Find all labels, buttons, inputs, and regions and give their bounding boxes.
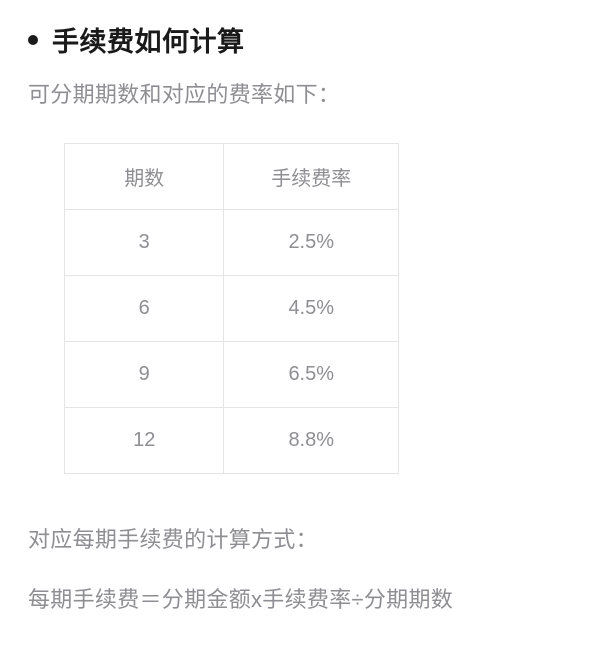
cell-periods: 3 (65, 210, 224, 276)
fee-table-wrap: 期数 手续费率 3 2.5% 6 4.5% 9 6.5% 12 8.8% (28, 143, 572, 474)
table-header-row: 期数 手续费率 (65, 144, 399, 210)
table-row: 9 6.5% (65, 342, 399, 408)
cell-rate: 6.5% (224, 342, 399, 408)
table-row: 3 2.5% (65, 210, 399, 276)
table-row: 12 8.8% (65, 408, 399, 474)
heading-row: 手续费如何计算 (28, 20, 572, 59)
bullet-icon (28, 35, 38, 45)
table-row: 6 4.5% (65, 276, 399, 342)
cell-periods: 12 (65, 408, 224, 474)
page-heading: 手续费如何计算 (52, 20, 245, 59)
cell-periods: 6 (65, 276, 224, 342)
cell-rate: 8.8% (224, 408, 399, 474)
cell-rate: 2.5% (224, 210, 399, 276)
note-text: 对应每期手续费的计算方式： (28, 522, 572, 554)
cell-periods: 9 (65, 342, 224, 408)
subtitle-text: 可分期期数和对应的费率如下： (28, 77, 572, 109)
col-header-rate: 手续费率 (224, 144, 399, 210)
col-header-periods: 期数 (65, 144, 224, 210)
cell-rate: 4.5% (224, 276, 399, 342)
fee-table: 期数 手续费率 3 2.5% 6 4.5% 9 6.5% 12 8.8% (64, 143, 399, 474)
formula-text: 每期手续费＝分期金额x手续费率÷分期期数 (28, 582, 572, 614)
